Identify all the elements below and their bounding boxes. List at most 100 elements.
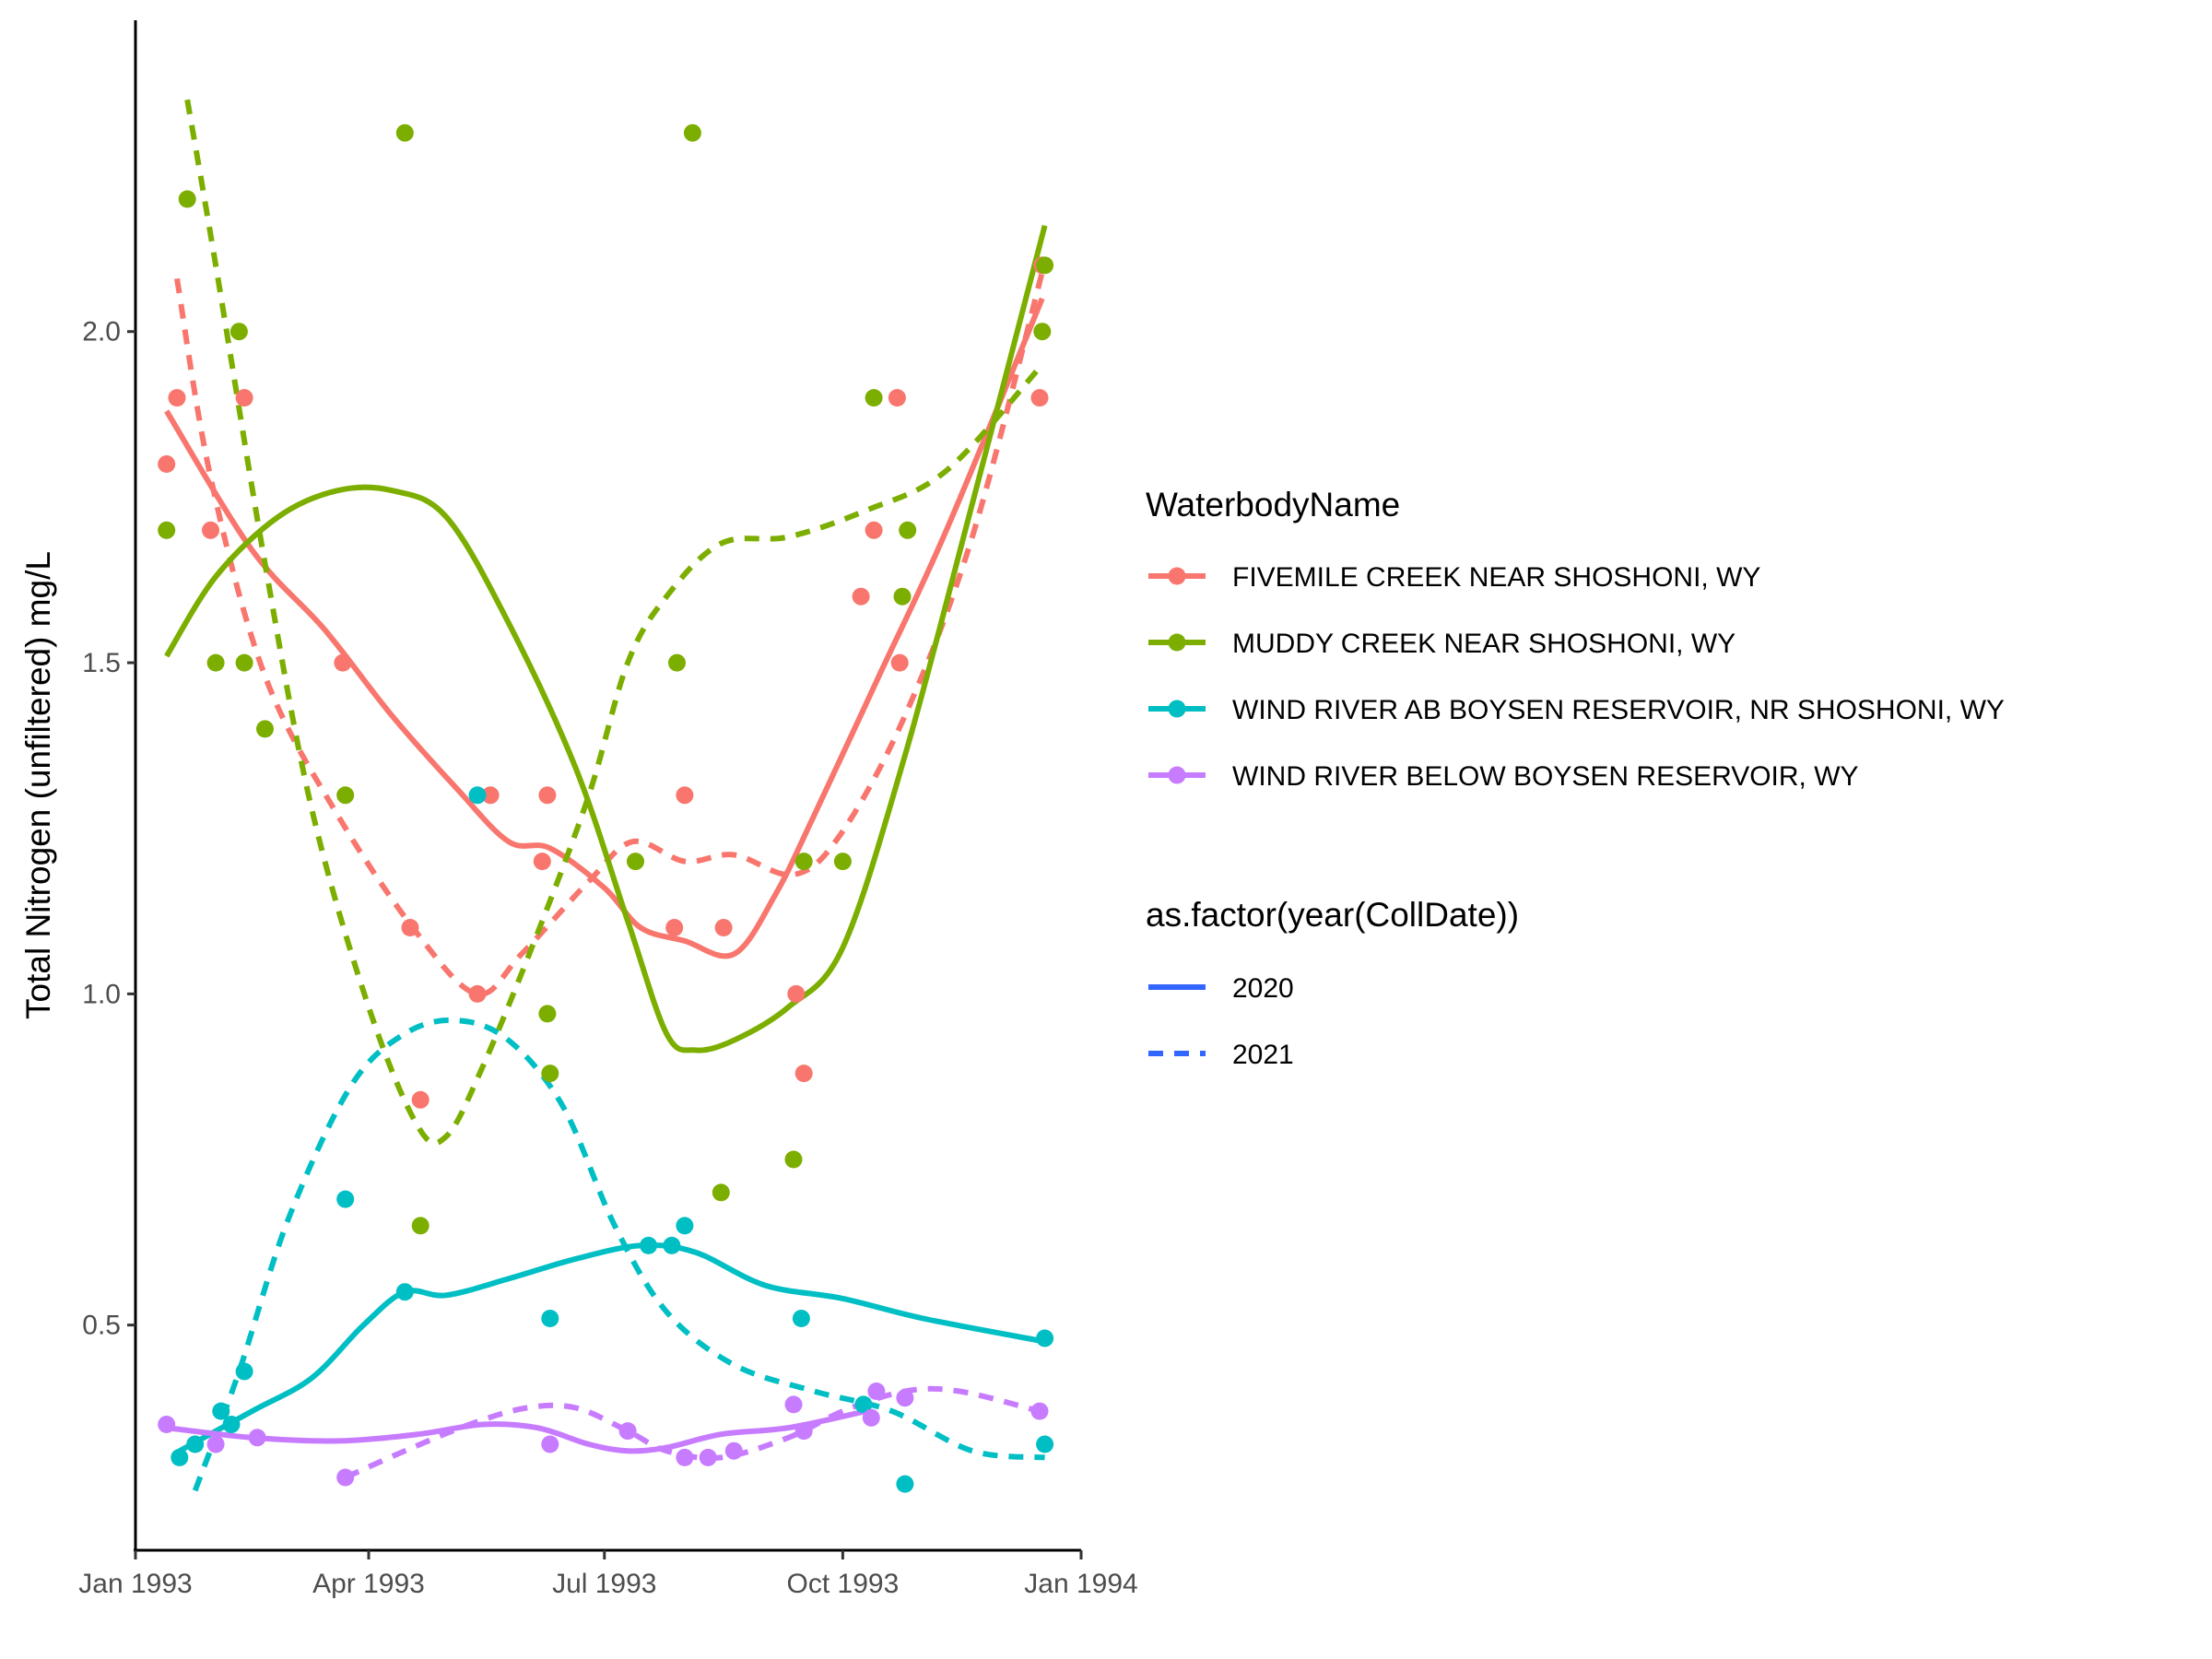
data-point-series-2-7 — [336, 786, 355, 805]
trend-lines — [164, 99, 1048, 1492]
data-point-series-1-6 — [401, 919, 419, 936]
legend: WaterbodyName FIVEMILE CREEK NEAR SHOSHON… — [1146, 486, 2005, 1070]
trend-line-series-3-2020 — [178, 1242, 1046, 1453]
y-axis-title: Total Nitrogen (unfiltered) mg/L — [19, 551, 57, 1019]
data-point-series-3-14 — [854, 1395, 873, 1414]
trend-line-series-4-2021 — [344, 1385, 1041, 1480]
data-point-series-1-7 — [411, 1090, 429, 1109]
data-point-series-2-14 — [683, 124, 701, 142]
data-point-series-2-23 — [1036, 256, 1054, 275]
data-point-series-4-7 — [676, 1448, 694, 1466]
legend-key-point — [1168, 766, 1186, 784]
data-point-series-1-18 — [865, 521, 883, 539]
data-point-series-3-10 — [640, 1236, 658, 1254]
data-point-series-1-12 — [665, 919, 684, 936]
legend-label-year-2021: 2021 — [1232, 1040, 1294, 1070]
data-point-series-4-15 — [1030, 1402, 1049, 1420]
legend-key-point — [1168, 567, 1186, 585]
y-tick-label: 1.5 — [82, 648, 121, 678]
data-point-series-2-13 — [668, 653, 686, 672]
data-point-series-2-22 — [1033, 323, 1052, 341]
data-point-series-2-18 — [833, 853, 852, 871]
data-point-series-4-10 — [784, 1395, 803, 1414]
data-points — [158, 124, 1054, 1493]
data-point-series-2-12 — [627, 853, 644, 871]
data-point-series-2-6 — [256, 720, 274, 738]
legend-label-waterbody-2: MUDDY CREEK NEAR SHOSHONI, WY — [1232, 629, 1735, 659]
data-point-series-1-1 — [158, 455, 176, 473]
data-point-series-2-2 — [178, 190, 196, 208]
data-point-series-3-13 — [792, 1310, 810, 1327]
data-point-series-2-4 — [235, 653, 253, 672]
data-point-series-1-9 — [481, 786, 500, 805]
data-point-series-1-3 — [202, 521, 219, 539]
data-point-series-4-2 — [206, 1435, 225, 1453]
data-point-series-1-10 — [533, 853, 551, 871]
legend-label-year-2020: 2020 — [1232, 973, 1294, 1004]
data-point-series-3-6 — [336, 1190, 355, 1208]
data-point-series-3-9 — [541, 1310, 559, 1327]
data-point-series-1-17 — [852, 587, 870, 606]
data-point-series-3-17 — [1036, 1329, 1054, 1347]
data-point-series-2-21 — [899, 521, 917, 539]
data-point-series-2-19 — [865, 389, 883, 407]
data-point-series-4-4 — [336, 1468, 355, 1487]
legend-title-waterbody: WaterbodyName — [1146, 486, 1400, 524]
trend-line-series-3-2021 — [192, 1017, 1045, 1492]
y-tick-label: 0.5 — [82, 1311, 121, 1341]
data-point-series-4-5 — [541, 1435, 559, 1453]
data-point-series-3-11 — [676, 1217, 694, 1235]
x-tick-label: Oct 1993 — [787, 1569, 900, 1599]
axes — [134, 20, 1081, 1552]
data-point-series-2-16 — [784, 1150, 803, 1169]
data-point-series-4-8 — [699, 1448, 717, 1466]
legend-key-point — [1168, 633, 1186, 652]
data-point-series-2-5 — [206, 653, 225, 672]
x-tick-label: Jul 1993 — [552, 1569, 656, 1599]
data-point-series-2-8 — [395, 124, 414, 142]
trend-line-series-2-2021 — [184, 99, 1045, 1147]
data-point-series-1-16 — [794, 1065, 813, 1083]
trend-line-series-2-2020 — [164, 225, 1048, 1053]
data-point-series-4-14 — [896, 1389, 914, 1407]
trend-line-series-1-2021 — [174, 271, 1045, 997]
data-point-series-3-15 — [896, 1475, 914, 1493]
legend-label-waterbody-3: WIND RIVER AB BOYSEN RESERVOIR, NR SHOSH… — [1232, 695, 2005, 725]
data-point-series-1-19 — [888, 389, 906, 407]
legend-title-year: as.factor(year(CollDate)) — [1146, 896, 1519, 934]
data-point-series-1-13 — [676, 786, 694, 805]
data-point-series-1-21 — [1030, 389, 1049, 407]
data-point-series-4-9 — [724, 1441, 743, 1460]
data-point-series-2-3 — [229, 323, 248, 341]
data-point-series-3-1 — [171, 1448, 189, 1466]
data-point-series-2-20 — [893, 587, 912, 606]
data-point-series-4-3 — [248, 1429, 266, 1447]
data-point-series-3-3 — [212, 1402, 230, 1420]
data-point-series-1-14 — [714, 919, 733, 936]
data-point-series-2-17 — [794, 853, 813, 871]
data-point-series-1-2 — [168, 389, 186, 407]
data-point-series-3-4 — [222, 1416, 241, 1433]
ticks: 0.5 1.0 1.5 2.0 Jan 1993 Apr 1993 Jul 1993 Oct … — [78, 317, 1137, 1599]
data-point-series-4-1 — [158, 1416, 176, 1433]
data-point-series-2-1 — [158, 521, 176, 539]
data-point-series-1-11 — [538, 786, 557, 805]
data-point-series-1-5 — [334, 653, 352, 672]
data-point-series-2-11 — [541, 1065, 559, 1083]
legend-label-waterbody-4: WIND RIVER BELOW BOYSEN RESERVOIR, WY — [1232, 761, 1859, 792]
data-point-series-3-8 — [468, 786, 487, 805]
data-point-series-2-9 — [411, 1217, 429, 1235]
legend-label-waterbody-1: FIVEMILE CREEK NEAR SHOSHONI, WY — [1232, 562, 1760, 593]
x-tick-label: Jan 1994 — [1024, 1569, 1137, 1599]
x-tick-label: Jan 1993 — [78, 1569, 192, 1599]
data-point-series-4-12 — [862, 1408, 880, 1427]
data-point-series-4-13 — [867, 1382, 886, 1400]
data-point-series-1-15 — [787, 984, 806, 1003]
x-tick-label: Apr 1993 — [312, 1569, 425, 1599]
data-point-series-3-12 — [663, 1236, 681, 1254]
data-point-series-1-8 — [468, 984, 487, 1003]
legend-key-point — [1168, 700, 1186, 718]
data-point-series-2-10 — [538, 1005, 557, 1023]
data-point-series-2-15 — [712, 1183, 730, 1202]
